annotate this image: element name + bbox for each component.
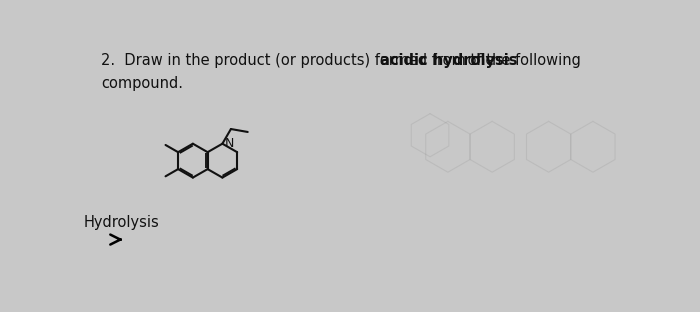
- Text: 2.  Draw in the product (or products) formed from the: 2. Draw in the product (or products) for…: [102, 53, 500, 68]
- Text: acidic hydrolysis: acidic hydrolysis: [380, 53, 517, 68]
- Text: N: N: [225, 137, 234, 150]
- Text: compound.: compound.: [102, 76, 183, 91]
- Text: Hydrolysis: Hydrolysis: [83, 215, 159, 230]
- Text: of the following: of the following: [463, 53, 581, 68]
